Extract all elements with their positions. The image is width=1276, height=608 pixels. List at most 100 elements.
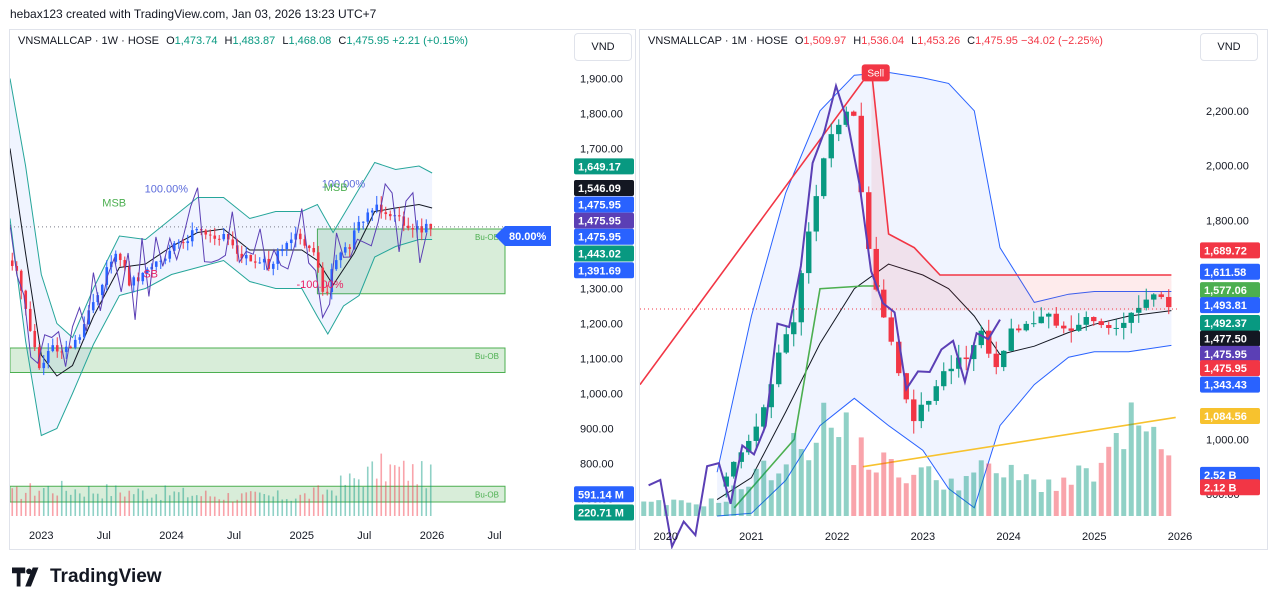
- bollinger-lower-line: [717, 344, 1172, 517]
- volume-bar: [828, 427, 834, 516]
- volume-bar: [231, 501, 234, 516]
- candle-body: [1113, 327, 1119, 329]
- price-label-tag: [1200, 408, 1260, 425]
- volume-bar: [240, 493, 243, 516]
- candle-body: [896, 341, 902, 374]
- volume-bar: [1121, 449, 1127, 516]
- candle-body: [768, 384, 774, 408]
- volume-bar: [258, 492, 261, 516]
- weekly-currency-button[interactable]: VND: [574, 33, 632, 61]
- chart-annotation: MSB: [324, 182, 348, 194]
- volume-bar: [38, 490, 41, 516]
- price-axis-tick: 1,700.00: [580, 144, 623, 156]
- volume-bar: [11, 488, 14, 516]
- volume-bar: [911, 474, 917, 516]
- price-label-text: 1,611.58: [1204, 267, 1246, 279]
- price-axis-tick: 1,900.00: [580, 74, 623, 86]
- volume-bar: [1166, 455, 1172, 516]
- order-block-zone: [10, 485, 506, 503]
- time-axis-tick: Jul: [488, 530, 502, 542]
- candle-body: [42, 362, 46, 369]
- volume-bar: [294, 498, 297, 516]
- price-label-text: 1,546.09: [578, 183, 621, 195]
- volume-bar: [146, 498, 149, 516]
- candle-body: [424, 223, 428, 233]
- volume-bar: [56, 495, 59, 516]
- volume-bar: [926, 466, 932, 516]
- volume-bar: [671, 499, 677, 516]
- moving-average-line: [716, 263, 1172, 501]
- monthly-currency-button[interactable]: VND: [1200, 33, 1258, 61]
- volume-bar: [1053, 490, 1059, 516]
- weekly-legend: VNSMALLCAP · 1W · HOSE O1,473.74 H1,483.…: [18, 35, 469, 47]
- candle-body: [806, 231, 812, 274]
- monthly-chart-pane[interactable]: VNSMALLCAP · 1M · HOSE O1,509.97 H1,536.…: [639, 29, 1268, 550]
- sell-signal-label: Sell: [867, 68, 884, 79]
- volume-bar: [798, 449, 804, 516]
- volume-bar: [1008, 464, 1014, 516]
- order-block-zone: [10, 347, 506, 373]
- volume-bar: [209, 496, 212, 516]
- volume-bar: [941, 489, 947, 516]
- volume-bar: [1068, 484, 1074, 516]
- candle-body: [1143, 299, 1149, 308]
- time-axis-tick: Jul: [97, 530, 111, 542]
- weekly-open: 1,473.74: [174, 35, 218, 47]
- candle-body: [429, 223, 433, 229]
- volume-bar: [348, 473, 351, 516]
- volume-bar: [933, 480, 939, 516]
- volume-bar: [1083, 468, 1089, 516]
- volume-bar: [65, 490, 68, 516]
- volume-bar: [204, 490, 207, 516]
- candle-body: [798, 273, 804, 323]
- weekly-chart-pane[interactable]: VNSMALLCAP · 1W · HOSE O1,473.74 H1,483.…: [9, 29, 636, 550]
- candle-body: [1106, 325, 1112, 328]
- volume-bar: [1143, 431, 1149, 516]
- percent-marker-badge: [495, 226, 551, 246]
- volume-bar: [407, 480, 410, 516]
- volume-bar: [141, 490, 144, 516]
- price-axis-tick: 1,000.00: [1206, 434, 1249, 446]
- price-label-text: 1,475.95: [578, 200, 621, 212]
- volume-bar: [1061, 477, 1067, 516]
- candle-body: [325, 291, 329, 293]
- volume-bar: [1038, 492, 1044, 516]
- volume-bar: [881, 452, 887, 516]
- order-block-label: Bu-OB: [475, 233, 499, 242]
- volume-bar: [843, 412, 849, 516]
- volume-bar: [380, 453, 383, 516]
- candle-body: [181, 242, 185, 244]
- candle-body: [289, 239, 293, 244]
- volume-bar: [701, 506, 707, 516]
- candle-body: [963, 357, 969, 360]
- candle-body: [813, 196, 819, 232]
- volume-bar: [1136, 425, 1142, 516]
- candle-body: [1158, 294, 1164, 297]
- candle-body: [366, 212, 370, 222]
- candle-body: [114, 253, 118, 262]
- candle-body: [384, 212, 388, 215]
- price-label-tag: [574, 228, 634, 245]
- candle-body: [100, 284, 104, 296]
- volume-bar: [137, 488, 140, 516]
- candle-body: [78, 337, 82, 340]
- bollinger-band-fill: [717, 72, 1172, 517]
- volume-bar: [813, 442, 819, 516]
- volume-bar: [51, 493, 54, 516]
- bollinger-upper-line: [716, 71, 1172, 473]
- volume-bar: [1151, 426, 1157, 516]
- tradingview-logo[interactable]: TradingView: [12, 566, 162, 588]
- volume-bar: [114, 485, 117, 516]
- percent-marker-label: 80.00%: [509, 231, 547, 243]
- price-axis-tick: 2,200.00: [1206, 106, 1249, 118]
- candle-body: [69, 346, 73, 348]
- time-axis-tick: 2024: [159, 530, 183, 542]
- candle-body: [986, 330, 992, 354]
- time-axis-tick: 2023: [911, 531, 935, 543]
- price-label-text: 1,084.56: [1204, 411, 1247, 423]
- candle-body: [388, 214, 392, 217]
- price-label-text: 1,391.69: [578, 265, 621, 277]
- candle-body: [1016, 328, 1022, 331]
- bollinger-upper-line: [10, 78, 433, 339]
- candle-body: [791, 322, 797, 335]
